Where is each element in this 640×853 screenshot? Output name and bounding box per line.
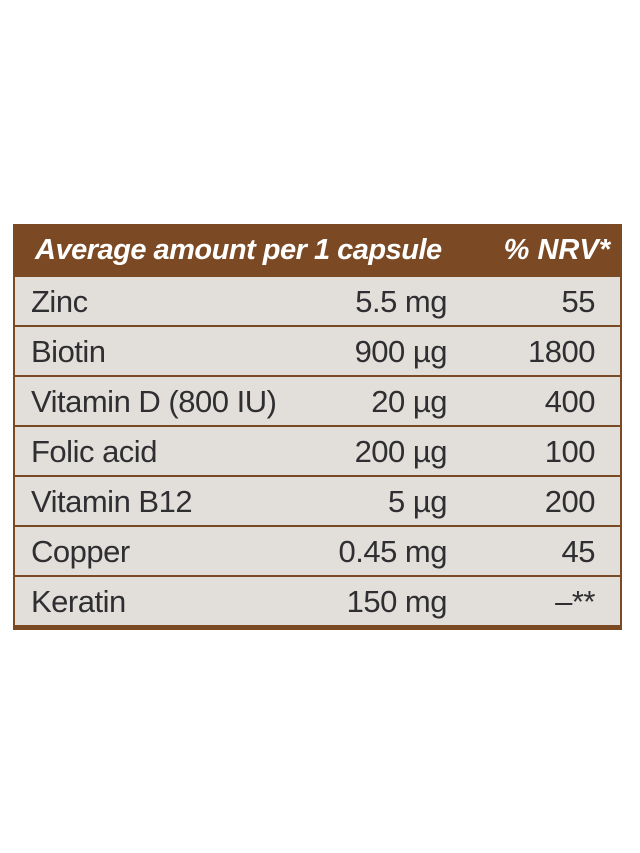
nutrient-amount: 900 µg bbox=[354, 334, 448, 369]
nutrient-nrv: 1800 bbox=[528, 334, 595, 369]
nutrient-amount: 20 µg bbox=[371, 384, 447, 419]
nutrition-table: Average amount per 1 capsule % NRV* Zinc… bbox=[13, 224, 622, 630]
nutrient-name: Keratin bbox=[31, 584, 126, 619]
table-row: Keratin 150 mg –** bbox=[15, 577, 620, 625]
table-row: Biotin 900 µg 1800 bbox=[15, 327, 620, 375]
nutrient-amount: 150 mg bbox=[346, 584, 448, 619]
nutrient-amount: 5.5 mg bbox=[355, 284, 447, 319]
nutrient-amount: 5 µg bbox=[388, 484, 447, 519]
table-row: Vitamin D (800 IU) 20 µg 400 bbox=[15, 377, 620, 425]
nutrient-name: Zinc bbox=[31, 284, 88, 319]
header-amount-label: Average amount per 1 capsule bbox=[35, 234, 442, 266]
nutrient-nrv: 45 bbox=[561, 534, 596, 569]
nutrient-nrv: 55 bbox=[561, 284, 596, 319]
nutrient-name: Copper bbox=[31, 534, 130, 569]
nutrient-name: Folic acid bbox=[31, 434, 157, 469]
table-body: Zinc 5.5 mg 55 Biotin 900 µg 1800 Vitami… bbox=[15, 275, 620, 625]
header-nrv-label: % NRV* bbox=[503, 234, 610, 266]
nutrient-nrv: –** bbox=[555, 584, 595, 619]
table-row: Copper 0.45 mg 45 bbox=[15, 527, 620, 575]
nutrient-nrv: 200 bbox=[544, 484, 596, 519]
nutrient-name: Biotin bbox=[31, 334, 106, 369]
table-header: Average amount per 1 capsule % NRV* bbox=[15, 224, 620, 275]
table-row: Zinc 5.5 mg 55 bbox=[15, 277, 620, 325]
nutrient-name: Vitamin B12 bbox=[31, 484, 193, 519]
nutrient-amount: 0.45 mg bbox=[338, 534, 447, 569]
table-row: Vitamin B12 5 µg 200 bbox=[15, 477, 620, 525]
nutrient-name: Vitamin D (800 IU) bbox=[31, 384, 277, 419]
table-row: Folic acid 200 µg 100 bbox=[15, 427, 620, 475]
nutrient-nrv: 100 bbox=[544, 434, 596, 469]
nutrient-nrv: 400 bbox=[544, 384, 596, 419]
nutrient-amount: 200 µg bbox=[354, 434, 448, 469]
